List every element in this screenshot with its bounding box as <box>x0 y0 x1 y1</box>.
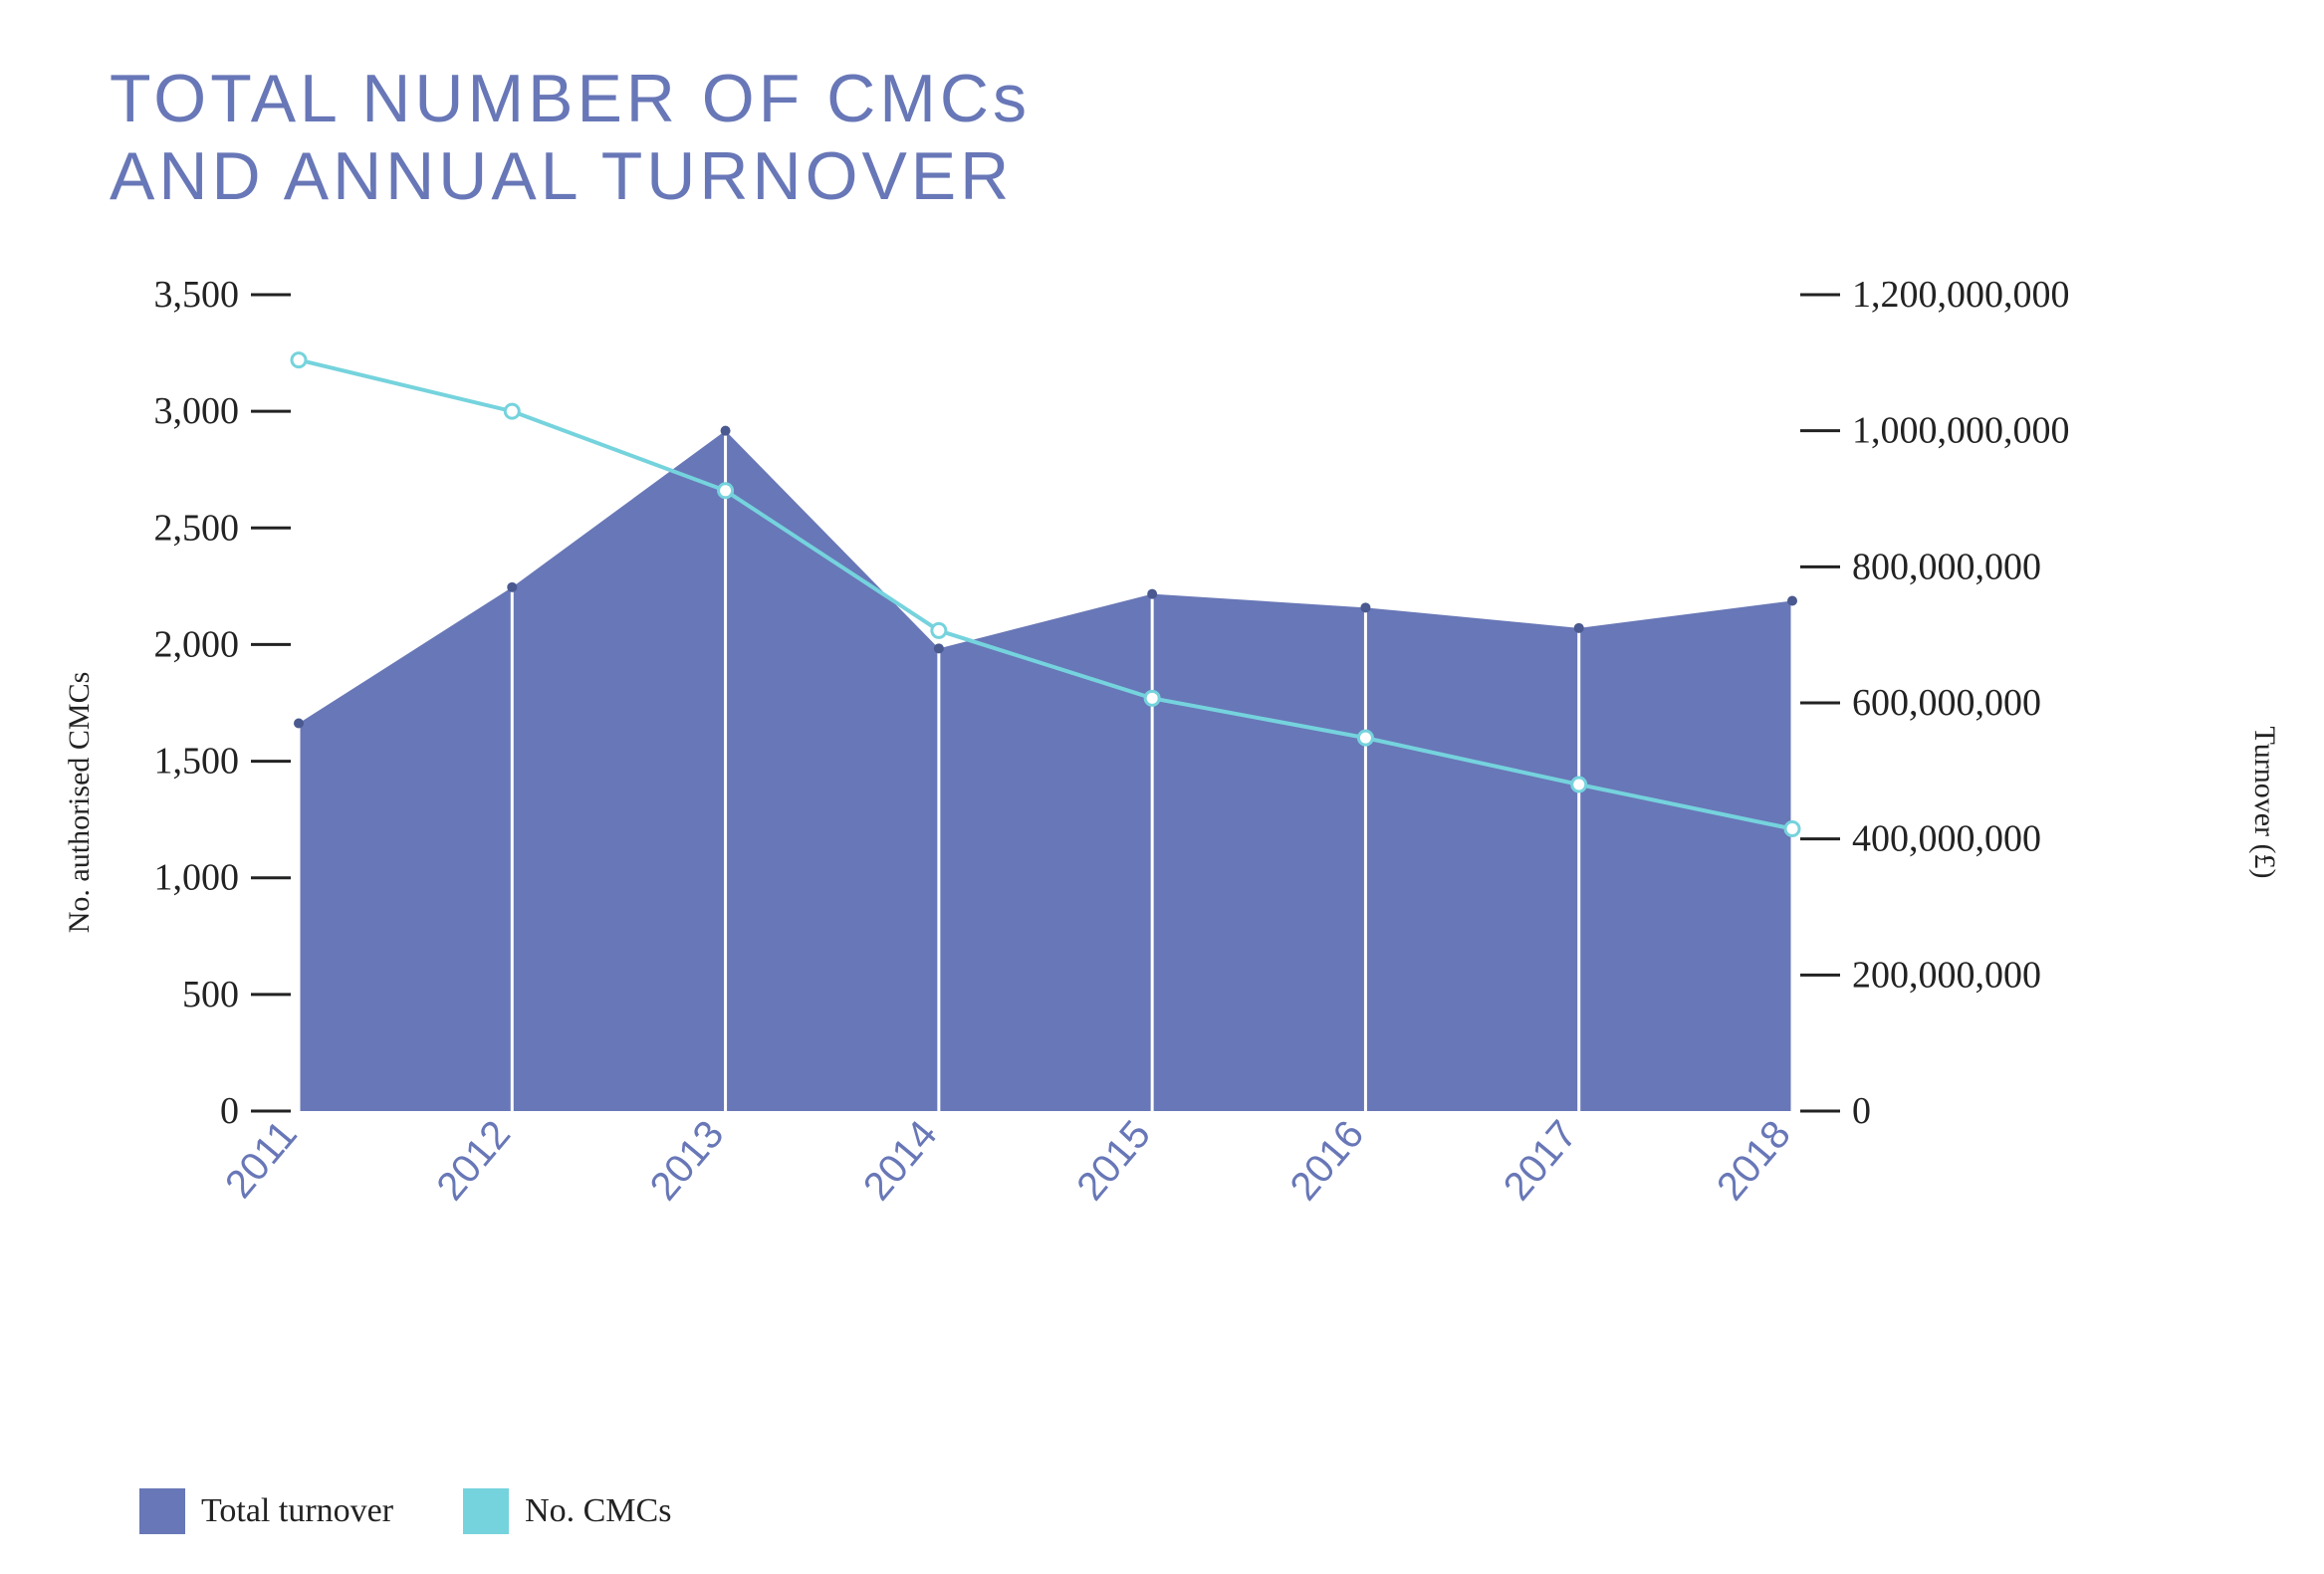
svg-text:1,200,000,000: 1,200,000,000 <box>1852 275 2070 316</box>
x-axis-label: 2013 <box>642 1113 733 1209</box>
y-left-tick: 2,000 <box>154 624 292 666</box>
x-axis-label: 2012 <box>428 1113 519 1209</box>
legend-swatch-cmcs <box>463 1488 509 1534</box>
svg-text:600,000,000: 600,000,000 <box>1852 682 2041 724</box>
x-axis-label: 2016 <box>1281 1113 1372 1209</box>
line-marker <box>1572 778 1586 791</box>
chart-container: No. authorised CMCs Turnover (£) 05001,0… <box>100 275 2224 1330</box>
y-left-tick: 2,500 <box>154 508 292 550</box>
line-marker <box>1145 692 1159 706</box>
y-right-axis-label: Turnover (£) <box>2247 727 2281 879</box>
y-right-tick: 1,200,000,000 <box>1800 275 2070 316</box>
legend-item-cmcs: No. CMCs <box>463 1488 671 1534</box>
svg-text:400,000,000: 400,000,000 <box>1852 818 2041 860</box>
legend-label-cmcs: No. CMCs <box>525 1492 671 1530</box>
chart-title: TOTAL NUMBER OF CMCsAND ANNUAL TURNOVER <box>110 60 2224 215</box>
x-axis-label: 2014 <box>855 1113 946 1209</box>
line-marker <box>1785 822 1799 836</box>
y-left-tick: 1,000 <box>154 857 292 899</box>
svg-text:3,500: 3,500 <box>154 275 240 316</box>
area-marker <box>1360 603 1370 613</box>
area-marker <box>1147 589 1157 599</box>
svg-text:1,500: 1,500 <box>154 741 240 783</box>
line-marker <box>505 405 519 419</box>
y-right-tick: 1,000,000,000 <box>1800 410 2070 452</box>
legend-swatch-turnover <box>139 1488 185 1534</box>
area-marker <box>507 582 517 592</box>
y-right-tick: 400,000,000 <box>1800 818 2041 860</box>
legend-item-turnover: Total turnover <box>139 1488 393 1534</box>
svg-text:200,000,000: 200,000,000 <box>1852 955 2041 997</box>
line-marker <box>719 484 733 498</box>
svg-text:0: 0 <box>1852 1090 1871 1132</box>
line-marker <box>1358 732 1372 746</box>
y-left-tick: 3,000 <box>154 391 292 433</box>
svg-text:2,500: 2,500 <box>154 508 240 550</box>
svg-text:800,000,000: 800,000,000 <box>1852 547 2041 588</box>
area-marker <box>294 719 304 729</box>
legend-label-turnover: Total turnover <box>201 1492 393 1530</box>
svg-text:3,000: 3,000 <box>154 391 240 433</box>
y-left-tick: 3,500 <box>154 275 292 316</box>
y-right-tick: 800,000,000 <box>1800 547 2041 588</box>
y-left-tick: 1,500 <box>154 741 292 783</box>
y-right-tick: 200,000,000 <box>1800 955 2041 997</box>
x-axis-label: 2018 <box>1709 1113 1799 1209</box>
x-axis-label: 2017 <box>1496 1113 1586 1209</box>
svg-text:1,000,000,000: 1,000,000,000 <box>1852 410 2070 452</box>
line-marker <box>292 353 306 367</box>
y-left-tick: 500 <box>182 974 291 1015</box>
svg-text:2,000: 2,000 <box>154 624 240 666</box>
chart-svg: 0 500 1,000 1,500 2,000 2,500 3,000 3,500 0 200,0… <box>100 275 2121 1260</box>
page: TOTAL NUMBER OF CMCsAND ANNUAL TURNOVER … <box>0 0 2324 1574</box>
svg-text:500: 500 <box>182 974 239 1015</box>
area-marker <box>934 644 944 654</box>
y-left-axis-label: No. authorised CMCs <box>63 672 97 934</box>
y-right-tick: 600,000,000 <box>1800 682 2041 724</box>
svg-text:1,000: 1,000 <box>154 857 240 899</box>
y-right-tick: 0 <box>1800 1090 1871 1132</box>
svg-text:0: 0 <box>220 1090 239 1132</box>
x-axis-label: 2015 <box>1068 1113 1159 1209</box>
area-marker <box>1574 623 1584 633</box>
line-marker <box>932 624 946 638</box>
area-marker <box>721 426 731 436</box>
area-total-turnover <box>299 431 1792 1111</box>
area-marker <box>1787 596 1797 606</box>
legend: Total turnover No. CMCs <box>139 1488 671 1534</box>
